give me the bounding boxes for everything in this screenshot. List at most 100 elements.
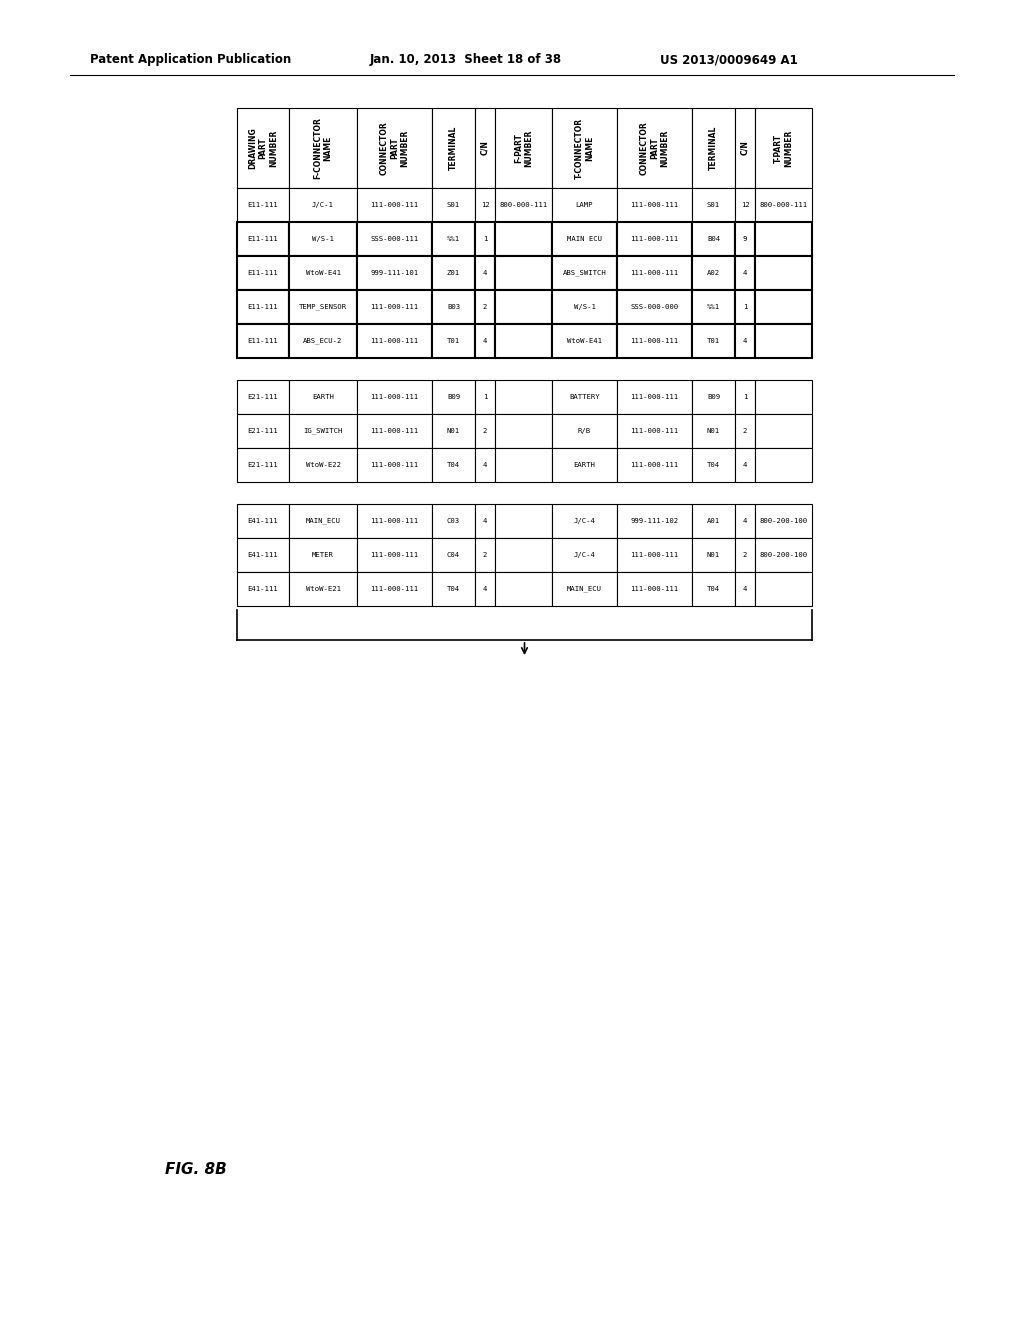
Text: E11-111: E11-111 [248, 271, 279, 276]
Bar [617, 187, 692, 222]
Bar [357, 539, 432, 572]
Text: 4: 4 [482, 517, 487, 524]
Bar [552, 414, 617, 447]
Bar [692, 323, 735, 358]
Bar [617, 572, 692, 606]
Bar [432, 447, 475, 482]
Bar [357, 187, 432, 222]
Text: 2: 2 [742, 428, 748, 434]
Bar [237, 256, 289, 290]
Bar [735, 380, 755, 414]
Bar [692, 290, 735, 323]
Bar [237, 108, 289, 187]
Bar [289, 447, 357, 482]
Bar [475, 290, 495, 323]
Bar [552, 572, 617, 606]
Bar [617, 380, 692, 414]
Text: 4: 4 [482, 462, 487, 469]
Text: 800-200-100: 800-200-100 [760, 552, 808, 558]
Bar [755, 539, 812, 572]
Text: WtoW-E21: WtoW-E21 [305, 586, 341, 591]
Bar [552, 504, 617, 539]
Text: 800-200-100: 800-200-100 [760, 517, 808, 524]
Bar [755, 108, 812, 187]
Bar [432, 290, 475, 323]
Text: 4: 4 [742, 271, 748, 276]
Text: 9: 9 [742, 236, 748, 242]
Text: F-PART
NUMBER: F-PART NUMBER [514, 129, 534, 166]
Text: 111-000-111: 111-000-111 [631, 202, 679, 209]
Text: F-CONNECTOR
NAME: F-CONNECTOR NAME [313, 117, 333, 180]
Bar [432, 108, 475, 187]
Bar [735, 447, 755, 482]
Text: J/C-1: J/C-1 [312, 202, 334, 209]
Bar [357, 290, 432, 323]
Bar [617, 108, 692, 187]
Bar [289, 323, 357, 358]
Bar [289, 572, 357, 606]
Text: T04: T04 [446, 586, 460, 591]
Text: 2: 2 [482, 552, 487, 558]
Bar [289, 222, 357, 256]
Bar [357, 108, 432, 187]
Text: T-PART
NUMBER: T-PART NUMBER [774, 129, 794, 166]
Bar [755, 572, 812, 606]
Bar [289, 380, 357, 414]
Text: B09: B09 [446, 393, 460, 400]
Bar [289, 414, 357, 447]
Text: 111-000-111: 111-000-111 [631, 428, 679, 434]
Bar [237, 323, 289, 358]
Bar [237, 447, 289, 482]
Text: B04: B04 [707, 236, 720, 242]
Text: T01: T01 [446, 338, 460, 345]
Text: 111-000-111: 111-000-111 [631, 236, 679, 242]
Text: LAMP: LAMP [575, 202, 593, 209]
Text: T04: T04 [707, 586, 720, 591]
Bar [617, 290, 692, 323]
Bar [735, 323, 755, 358]
Text: 800-000-111: 800-000-111 [500, 202, 548, 209]
Text: Jan. 10, 2013  Sheet 18 of 38: Jan. 10, 2013 Sheet 18 of 38 [370, 54, 562, 66]
Text: EARTH: EARTH [573, 462, 595, 469]
Bar [289, 108, 357, 187]
Bar [755, 187, 812, 222]
Text: E21-111: E21-111 [248, 393, 279, 400]
Bar [432, 222, 475, 256]
Bar [692, 187, 735, 222]
Text: SSS-000-111: SSS-000-111 [371, 236, 419, 242]
Bar [692, 414, 735, 447]
Text: 111-000-111: 111-000-111 [371, 462, 419, 469]
Bar [289, 539, 357, 572]
Text: 800-000-111: 800-000-111 [760, 202, 808, 209]
Text: 4: 4 [742, 338, 748, 345]
Text: 4: 4 [482, 338, 487, 345]
Bar [552, 256, 617, 290]
Text: CONNECTOR
PART
NUMBER: CONNECTOR PART NUMBER [640, 121, 670, 174]
Bar [475, 414, 495, 447]
Bar [432, 256, 475, 290]
Bar [237, 222, 289, 256]
Bar [289, 187, 357, 222]
Text: 111-000-111: 111-000-111 [631, 462, 679, 469]
Bar [432, 414, 475, 447]
Text: IG_SWITCH: IG_SWITCH [303, 428, 343, 434]
Text: 111-000-111: 111-000-111 [371, 338, 419, 345]
Text: MAIN_ECU: MAIN_ECU [305, 517, 341, 524]
Bar [289, 256, 357, 290]
Text: W/S-1: W/S-1 [573, 304, 595, 310]
Bar [692, 504, 735, 539]
Bar [237, 290, 289, 323]
Bar [552, 323, 617, 358]
Text: 12: 12 [480, 202, 489, 209]
Bar [755, 256, 812, 290]
Bar [357, 447, 432, 482]
Bar [617, 256, 692, 290]
Bar [357, 222, 432, 256]
Bar [495, 447, 552, 482]
Bar [755, 323, 812, 358]
Bar [432, 323, 475, 358]
Text: 111-000-111: 111-000-111 [631, 586, 679, 591]
Text: 4: 4 [742, 462, 748, 469]
Bar [552, 187, 617, 222]
Text: A02: A02 [707, 271, 720, 276]
